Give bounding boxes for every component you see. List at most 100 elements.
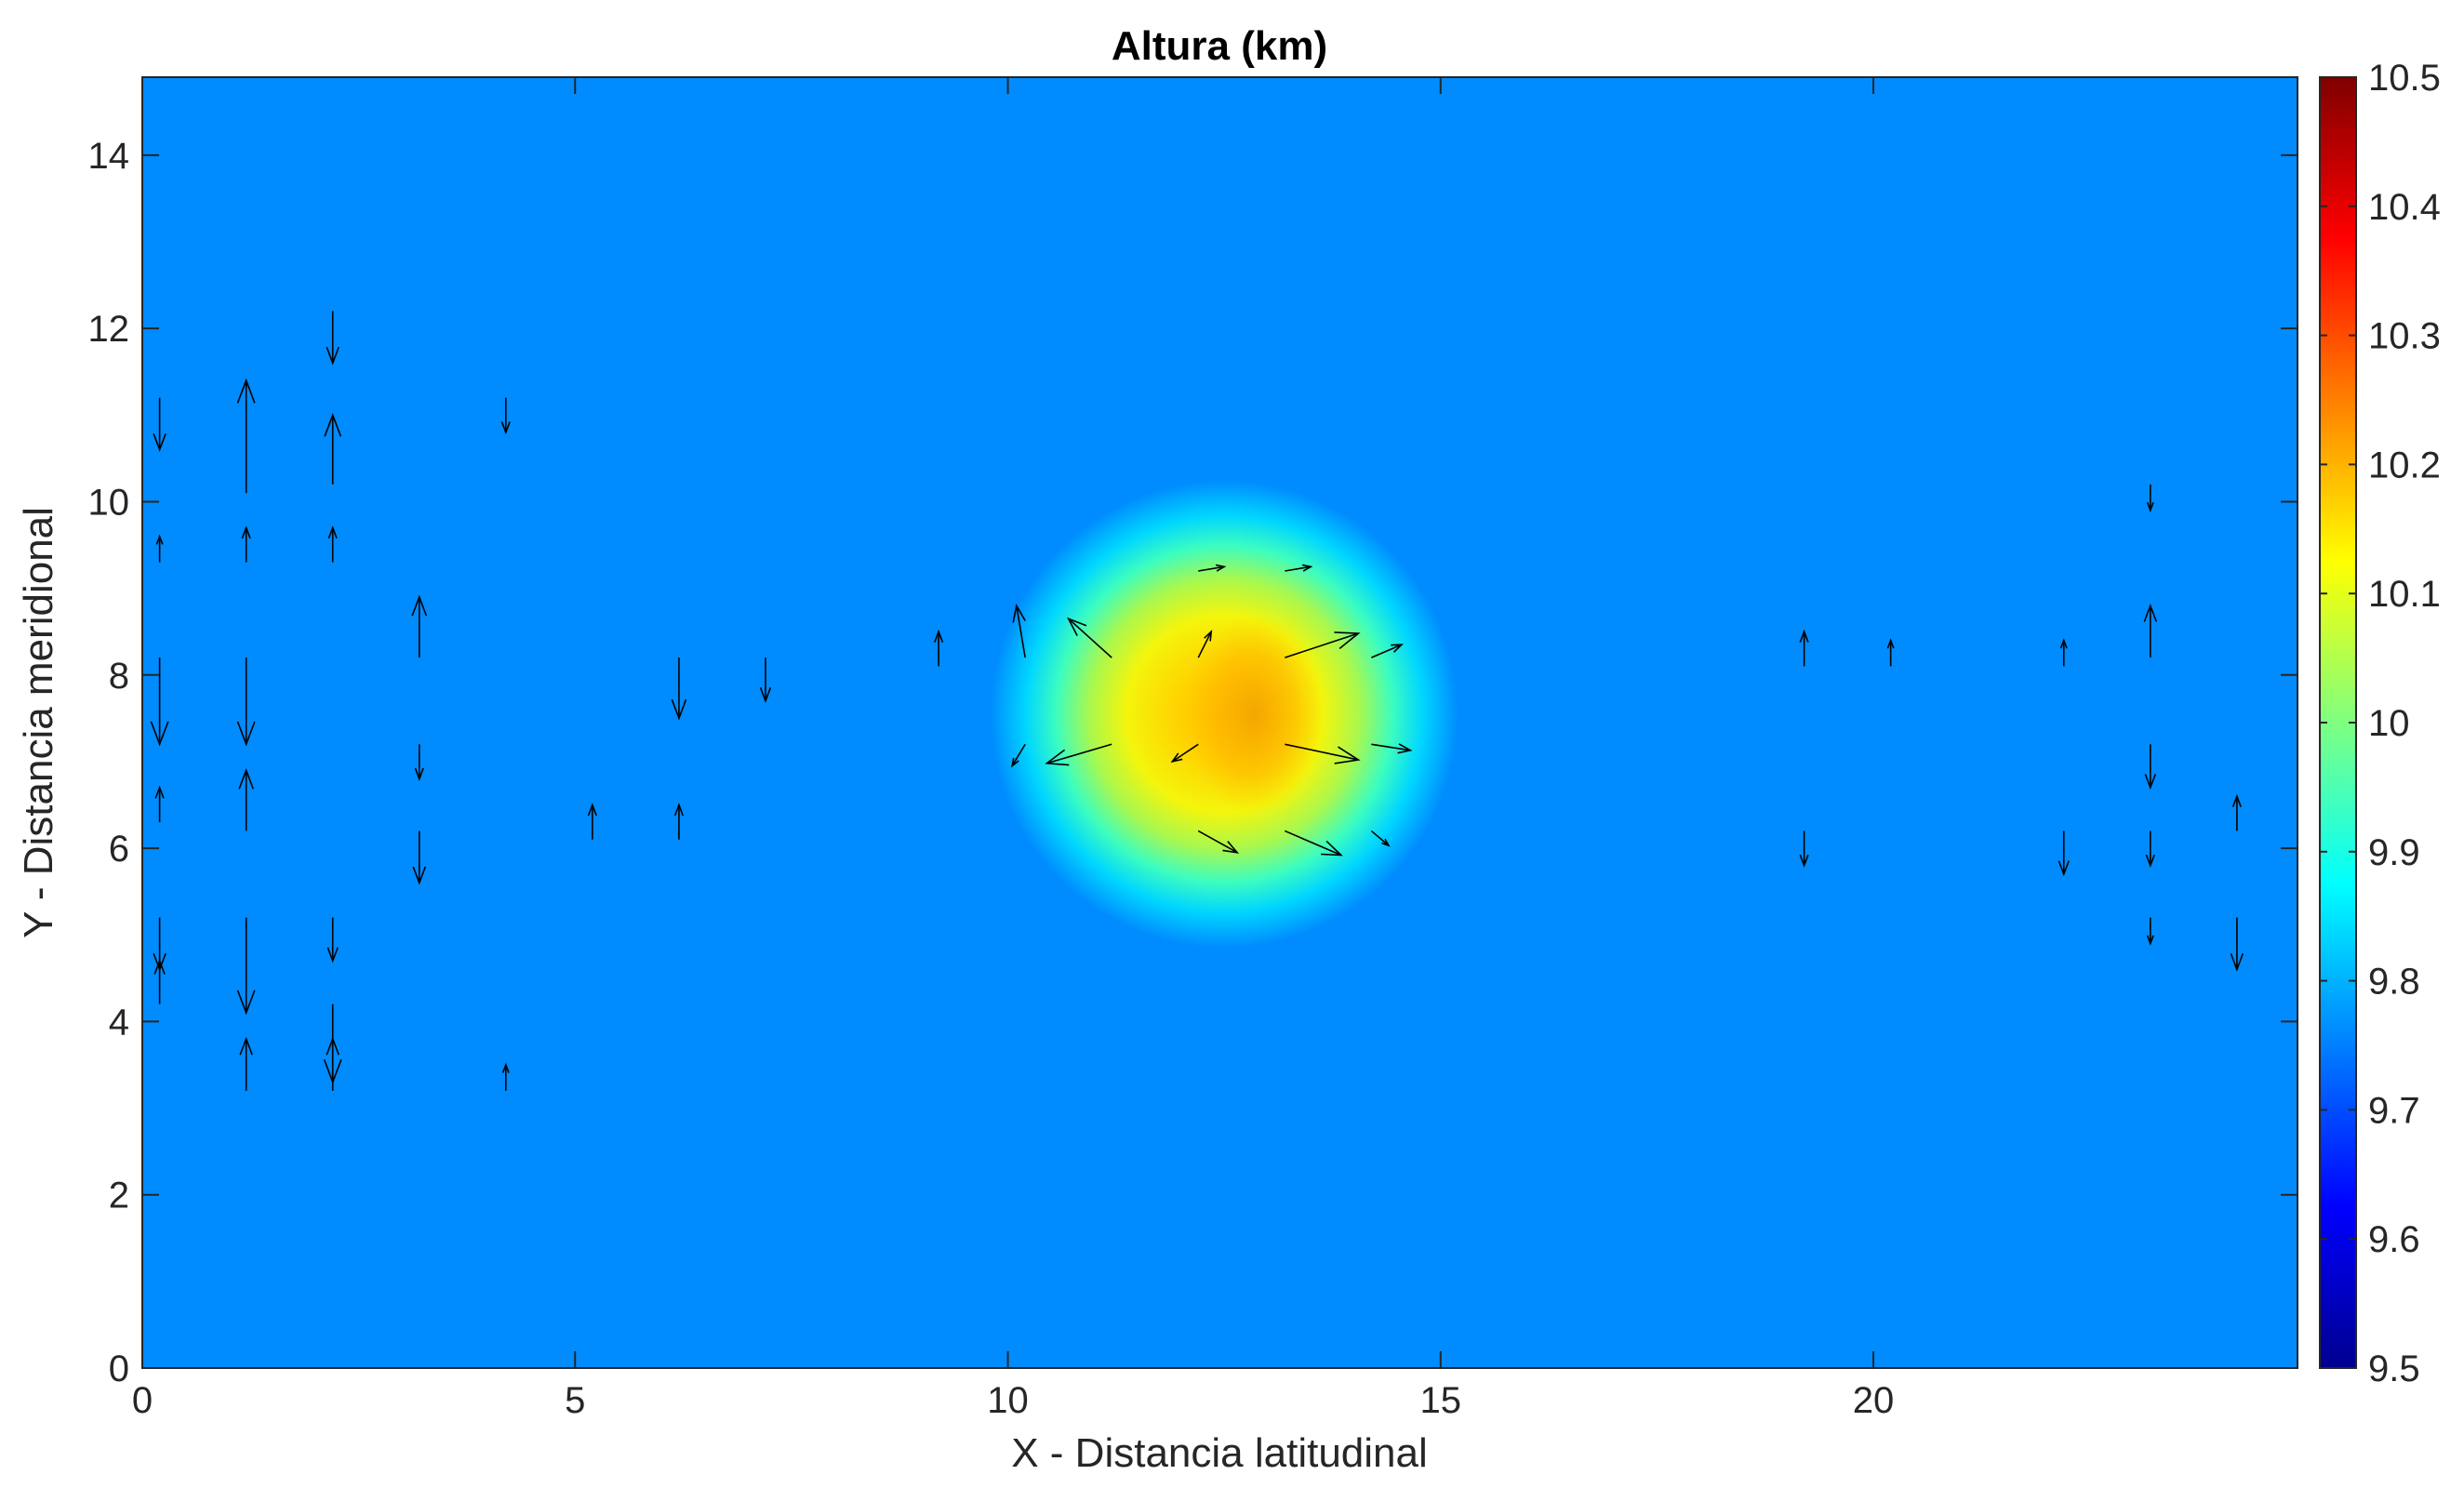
velocity-arrow: [501, 1062, 510, 1091]
velocity-arrow-head: [153, 433, 166, 452]
x-tick-label: 10: [987, 1380, 1029, 1421]
velocity-arrow-shaft: [1197, 631, 1212, 658]
velocity-arrow-head: [1397, 743, 1413, 754]
velocity-arrow-shaft: [1046, 743, 1112, 764]
y-tick-label: 12: [88, 309, 130, 350]
velocity-arrow-shaft: [1016, 605, 1026, 658]
velocity-arrow-head: [241, 525, 251, 539]
y-axis-ticks: 0 2 4 6 8 10 12 14: [88, 136, 2298, 1389]
colorbar-tick-label: 9.6: [2368, 1219, 2420, 1260]
velocity-arrow: [412, 830, 427, 885]
velocity-arrow: [1799, 629, 1809, 667]
velocity-arrow: [1197, 830, 1240, 854]
colorbar: 9.5 9.6 9.7 9.8 9.9 10 10.1 10.2 10.3 10.4 10.5: [2319, 58, 2441, 1389]
colorbar-tick-label: 9.5: [2368, 1348, 2420, 1389]
velocity-arrow: [2146, 917, 2154, 946]
velocity-arrow: [411, 594, 428, 658]
velocity-arrow: [2231, 793, 2242, 831]
x-axis-ticks: 0 5 10 15 20: [132, 77, 1894, 1421]
velocity-vectors: [150, 311, 2244, 1091]
velocity-arrow-head: [1066, 617, 1087, 636]
velocity-arrow: [326, 917, 339, 963]
velocity-arrow: [587, 803, 597, 840]
velocity-arrow-head: [1334, 631, 1361, 649]
y-tick-label: 2: [109, 1176, 129, 1216]
height-anomaly-core: [1185, 614, 1325, 814]
velocity-arrow: [324, 413, 342, 485]
y-tick-label: 6: [109, 829, 129, 870]
velocity-arrow: [154, 785, 165, 823]
colorbar-tick-label: 10.4: [2368, 187, 2441, 228]
colorbar-tick-label: 10.5: [2368, 58, 2441, 99]
velocity-arrow-head: [236, 990, 256, 1016]
velocity-arrow: [153, 958, 166, 1004]
velocity-arrow: [155, 534, 164, 563]
velocity-arrow: [1371, 644, 1404, 658]
velocity-arrow-head: [1886, 638, 1895, 649]
velocity-arrow-head: [1215, 564, 1227, 572]
velocity-arrow: [414, 744, 424, 781]
velocity-arrow: [150, 658, 169, 747]
velocity-arrow-head: [759, 687, 772, 703]
velocity-arrow-shaft: [1197, 830, 1238, 854]
velocity-arrow: [236, 917, 256, 1016]
velocity-arrow-shaft: [1371, 644, 1403, 658]
velocity-arrow-head: [1301, 564, 1313, 572]
velocity-arrow: [1011, 743, 1026, 768]
colorbar-tick-label: 10.3: [2368, 316, 2441, 357]
velocity-arrow: [326, 311, 340, 365]
velocity-arrow-head: [236, 721, 256, 747]
colorbar-tick-label: 9.8: [2368, 962, 2420, 1003]
velocity-arrow: [1371, 743, 1413, 754]
colorbar-tick-label: 9.9: [2368, 832, 2420, 873]
velocity-arrow-head: [500, 421, 511, 435]
x-tick-label: 0: [132, 1380, 153, 1421]
velocity-arrow-shaft: [1285, 565, 1312, 572]
velocity-arrow-head: [154, 785, 165, 799]
velocity-arrow: [326, 1036, 340, 1091]
velocity-arrow-head: [411, 594, 428, 617]
colorbar-tick-label: 10.2: [2368, 445, 2441, 485]
velocity-arrow-head: [587, 803, 597, 817]
velocity-arrow-head: [1799, 629, 1809, 643]
x-tick-label: 5: [565, 1380, 585, 1421]
velocity-arrow-head: [1334, 746, 1361, 764]
velocity-arrow-head: [1381, 838, 1391, 847]
velocity-arrow-head: [2058, 860, 2070, 877]
axes-box: [141, 76, 2298, 1369]
velocity-arrow-head: [1204, 630, 1213, 642]
velocity-arrow-head: [326, 947, 339, 963]
velocity-arrow-head: [1012, 604, 1026, 623]
velocity-arrow-head: [412, 866, 427, 885]
velocity-arrow-head: [2146, 501, 2154, 513]
velocity-arrow: [2230, 917, 2244, 972]
velocity-arrow-head: [155, 534, 164, 545]
velocity-arrow: [241, 525, 251, 563]
velocity-arrow: [238, 767, 254, 831]
velocity-arrow: [153, 397, 166, 452]
velocity-arrow-shaft: [1011, 743, 1026, 766]
y-tick-label: 8: [109, 656, 129, 697]
velocity-arrow-head: [1321, 840, 1343, 857]
velocity-arrow: [1370, 830, 1391, 847]
velocity-arrow-head: [671, 698, 687, 721]
velocity-arrow-head: [324, 413, 342, 437]
velocity-arrow: [671, 658, 687, 721]
velocity-arrow: [327, 525, 338, 563]
velocity-arrow-head: [238, 767, 254, 790]
y-tick-label: 14: [88, 136, 130, 177]
velocity-arrow: [1886, 638, 1895, 667]
velocity-arrow-head: [327, 525, 338, 539]
velocity-arrow-shaft: [1284, 830, 1342, 857]
velocity-arrow-shaft: [1285, 632, 1359, 658]
colorbar-tick-label: 10.1: [2368, 574, 2441, 615]
velocity-arrow: [1012, 604, 1026, 658]
velocity-arrow: [1285, 631, 1361, 658]
velocity-arrow: [1198, 564, 1227, 572]
y-tick-label: 4: [109, 1002, 129, 1043]
colorbar-tick-label: 9.7: [2368, 1090, 2420, 1131]
velocity-arrow-head: [933, 629, 944, 643]
velocity-arrow-head: [501, 1062, 510, 1073]
x-tick-label: 20: [1853, 1380, 1895, 1421]
velocity-arrow: [673, 803, 685, 840]
